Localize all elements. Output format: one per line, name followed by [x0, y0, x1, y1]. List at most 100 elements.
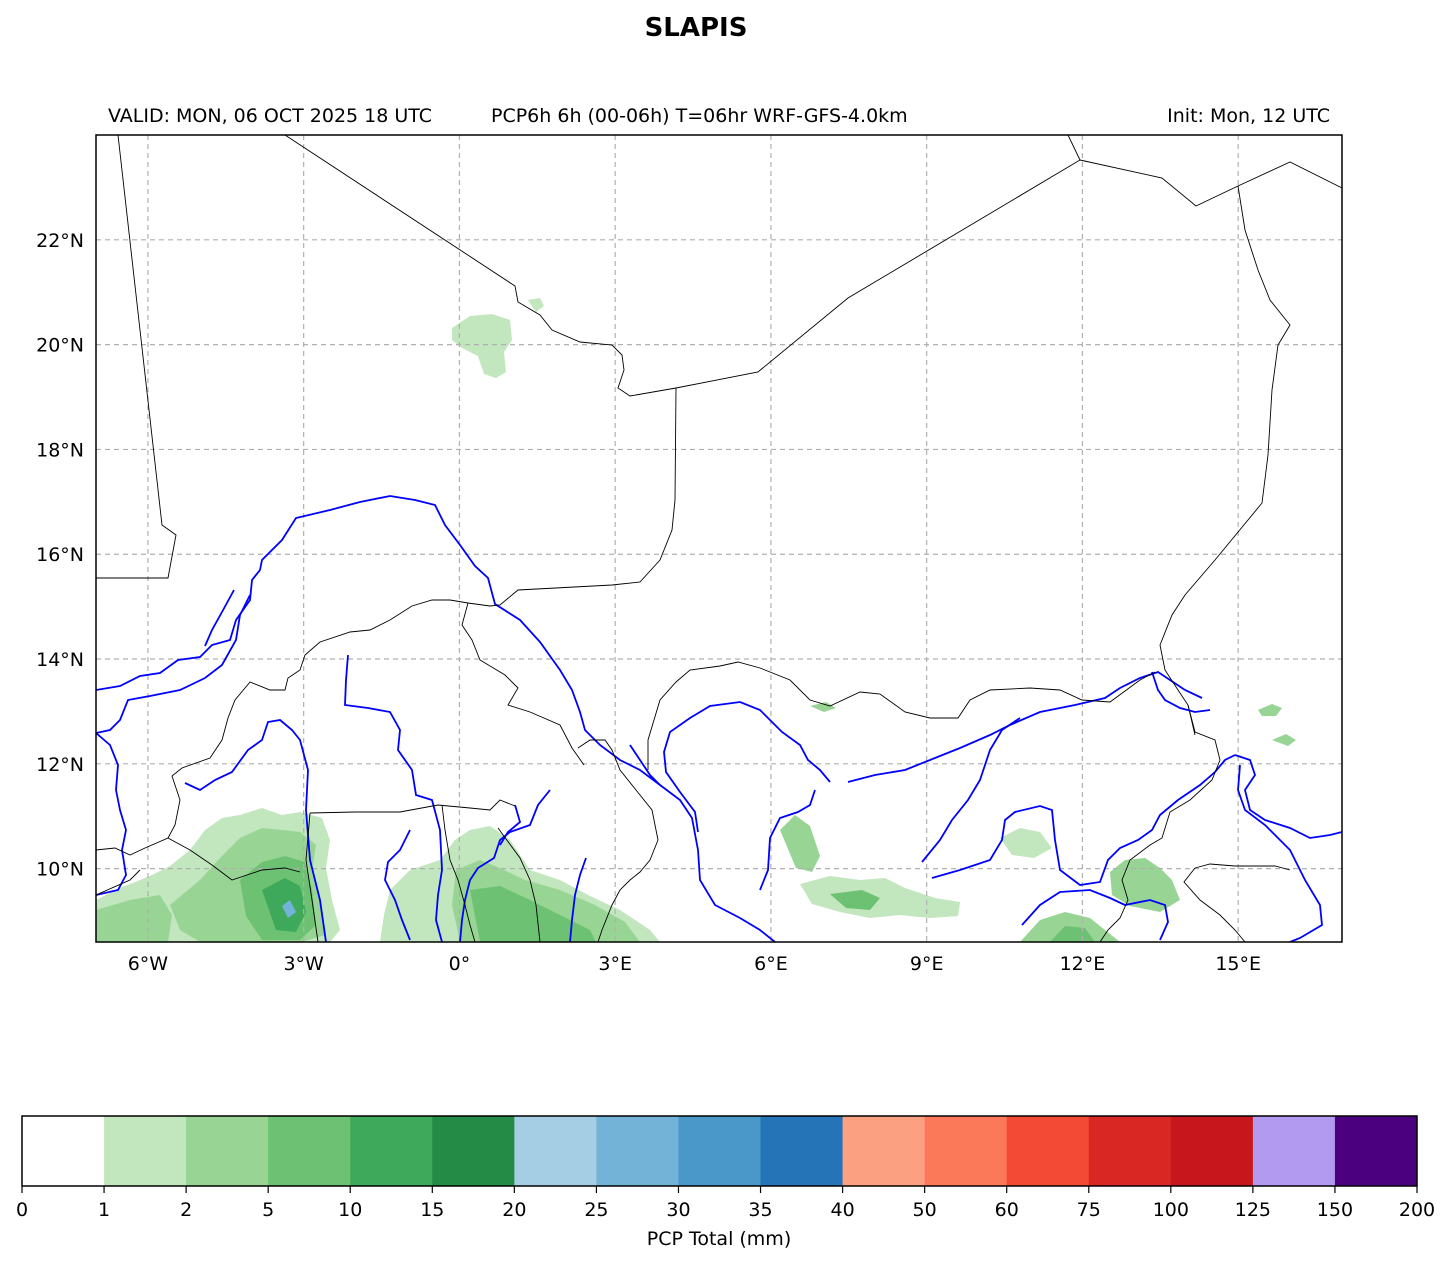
lon-tick-label: 12°E [1060, 953, 1106, 975]
border-ivory-liberia [96, 869, 141, 896]
lat-tick-label: 20°N [36, 335, 84, 357]
colorbar-cell [104, 1116, 187, 1186]
river-sokoto [663, 701, 831, 833]
colorbar-cells [22, 1116, 1418, 1186]
river-oti [384, 829, 411, 941]
border-burkina-south [309, 799, 516, 814]
map-background [96, 135, 1342, 942]
colorbar-tick-label: 75 [1077, 1199, 1101, 1221]
lon-tick-label: 3°E [598, 953, 632, 975]
colorbar-cell [760, 1116, 844, 1186]
border-mali-niger [96, 387, 677, 856]
border-mauritania-mali [96, 135, 177, 579]
longitude-ticks: 6°W 3°W 0° 3°E 6°E 9°E 12°E 15°E [128, 953, 1261, 975]
lat-tick-label: 14°N [36, 649, 84, 671]
river-mono [499, 804, 522, 846]
colorbar-tick-label: 5 [262, 1199, 274, 1221]
valid-time-label: VALID: MON, 06 OCT 2025 18 UTC [108, 105, 432, 127]
river-logone [1237, 764, 1323, 942]
colorbar-tick-label: 1 [98, 1199, 110, 1221]
country-borders [96, 135, 1342, 942]
colorbar-tick-label: 200 [1399, 1199, 1435, 1221]
rivers [96, 495, 1342, 942]
river-benue-south [1021, 889, 1169, 941]
colorbar: 0 1 2 5 10 15 20 25 30 35 40 50 60 75 100 125 150 200 PCP… [16, 1115, 1435, 1250]
colorbar-cell [350, 1116, 433, 1186]
border-nigeria-cameroon [1099, 704, 1221, 942]
colorbar-cell [924, 1116, 1008, 1186]
colorbar-cell [1170, 1116, 1254, 1186]
river-komadugu [847, 671, 1203, 783]
colorbar-tick-label: 30 [666, 1199, 690, 1221]
lat-tick-label: 18°N [36, 439, 84, 461]
border-burkina-niger [461, 602, 585, 766]
river-volta-east [459, 789, 551, 942]
colorbar-tick-label: 35 [748, 1199, 772, 1221]
map-frame [95, 134, 1343, 943]
init-time-label: Init: Mon, 12 UTC [1167, 105, 1330, 127]
colorbar-tick-label: 15 [420, 1199, 444, 1221]
border-benin-nigeria [577, 739, 659, 942]
colorbar-tick-label: 150 [1317, 1199, 1353, 1221]
border-algeria-mali [284, 135, 1081, 397]
river-mali-branch [204, 589, 235, 647]
colorbar-cell [22, 1116, 105, 1186]
precip-patch-niger-small [810, 702, 836, 712]
figure-title: SLAPIS [645, 13, 748, 43]
colorbar-cell [596, 1116, 679, 1186]
colorbar-cell [1334, 1116, 1418, 1186]
colorbar-cell [514, 1116, 597, 1186]
precip-patch-north-mali [452, 314, 512, 378]
river-black-volta [184, 719, 327, 942]
precip-patch-nigeria-central [780, 815, 820, 872]
lon-tick-label: 6°E [754, 953, 788, 975]
product-label: PCP6h 6h (00-06h) T=06hr WRF-GFS-4.0km [491, 105, 908, 127]
lon-tick-label: 15°E [1215, 953, 1261, 975]
colorbar-cell [1088, 1116, 1172, 1186]
lon-tick-label: 6°W [128, 953, 169, 975]
precip-patch-chad-2 [1272, 734, 1296, 746]
border-ghana-ivory [305, 812, 319, 942]
precip-patch-ghana-togo-3 [470, 886, 596, 942]
river-white-volta [344, 654, 443, 942]
border-niger-nigeria [647, 661, 1156, 770]
precip-patch-southeast-2 [1050, 926, 1095, 942]
border-ghana-togo [441, 804, 476, 942]
lat-tick-label: 22°N [36, 230, 84, 252]
colorbar-tick-label: 60 [995, 1199, 1019, 1221]
colorbar-tick-label: 25 [584, 1199, 608, 1221]
border-cameroon-car [1194, 863, 1291, 871]
precip-patch-northeast [1000, 828, 1052, 858]
colorbar-tick-label: 10 [338, 1199, 362, 1221]
precip-patch-nigeria-band [800, 876, 960, 918]
colorbar-tick-label: 40 [830, 1199, 854, 1221]
river-kaduna [759, 789, 816, 891]
colorbar-cell [678, 1116, 762, 1186]
lon-tick-label: 3°W [283, 953, 324, 975]
precip-patch-north-mali-2 [528, 298, 544, 312]
river-chari [1234, 754, 1342, 839]
border-cameroon-chad [1183, 867, 1246, 942]
colorbar-cell [1252, 1116, 1336, 1186]
colorbar-tick-label: 0 [16, 1199, 28, 1221]
border-ivory-burkina [167, 837, 301, 881]
lat-tick-label: 10°N [36, 859, 84, 881]
latitude-ticks: 22°N 20°N 18°N 16°N 14°N 12°N 10°N [36, 230, 84, 881]
river-niger-south [629, 744, 661, 786]
lat-tick-label: 12°N [36, 754, 84, 776]
border-niger-chad [1159, 185, 1291, 736]
map-panel: 6°W 3°W 0° 3°E 6°E 9°E 12°E 15°E 22°N 20°N 18°N 16… [36, 134, 1343, 975]
border-algeria-libya [1079, 159, 1342, 207]
colorbar-tick-label: 125 [1235, 1199, 1271, 1221]
precip-patch-nigeria-band-2 [830, 890, 880, 910]
river-bani [96, 732, 127, 896]
river-niger-upper [96, 495, 776, 942]
colorbar-cell [432, 1116, 515, 1186]
colorbar-label: PCP Total (mm) [647, 1228, 791, 1250]
colorbar-frame [21, 1115, 1418, 1187]
river-gongola-west [921, 717, 1021, 863]
colorbar-ticks: 0 1 2 5 10 15 20 25 30 35 40 50 60 75 100 125 150 200 [16, 1186, 1435, 1221]
river-inner-delta [96, 594, 251, 734]
colorbar-cell [186, 1116, 269, 1186]
